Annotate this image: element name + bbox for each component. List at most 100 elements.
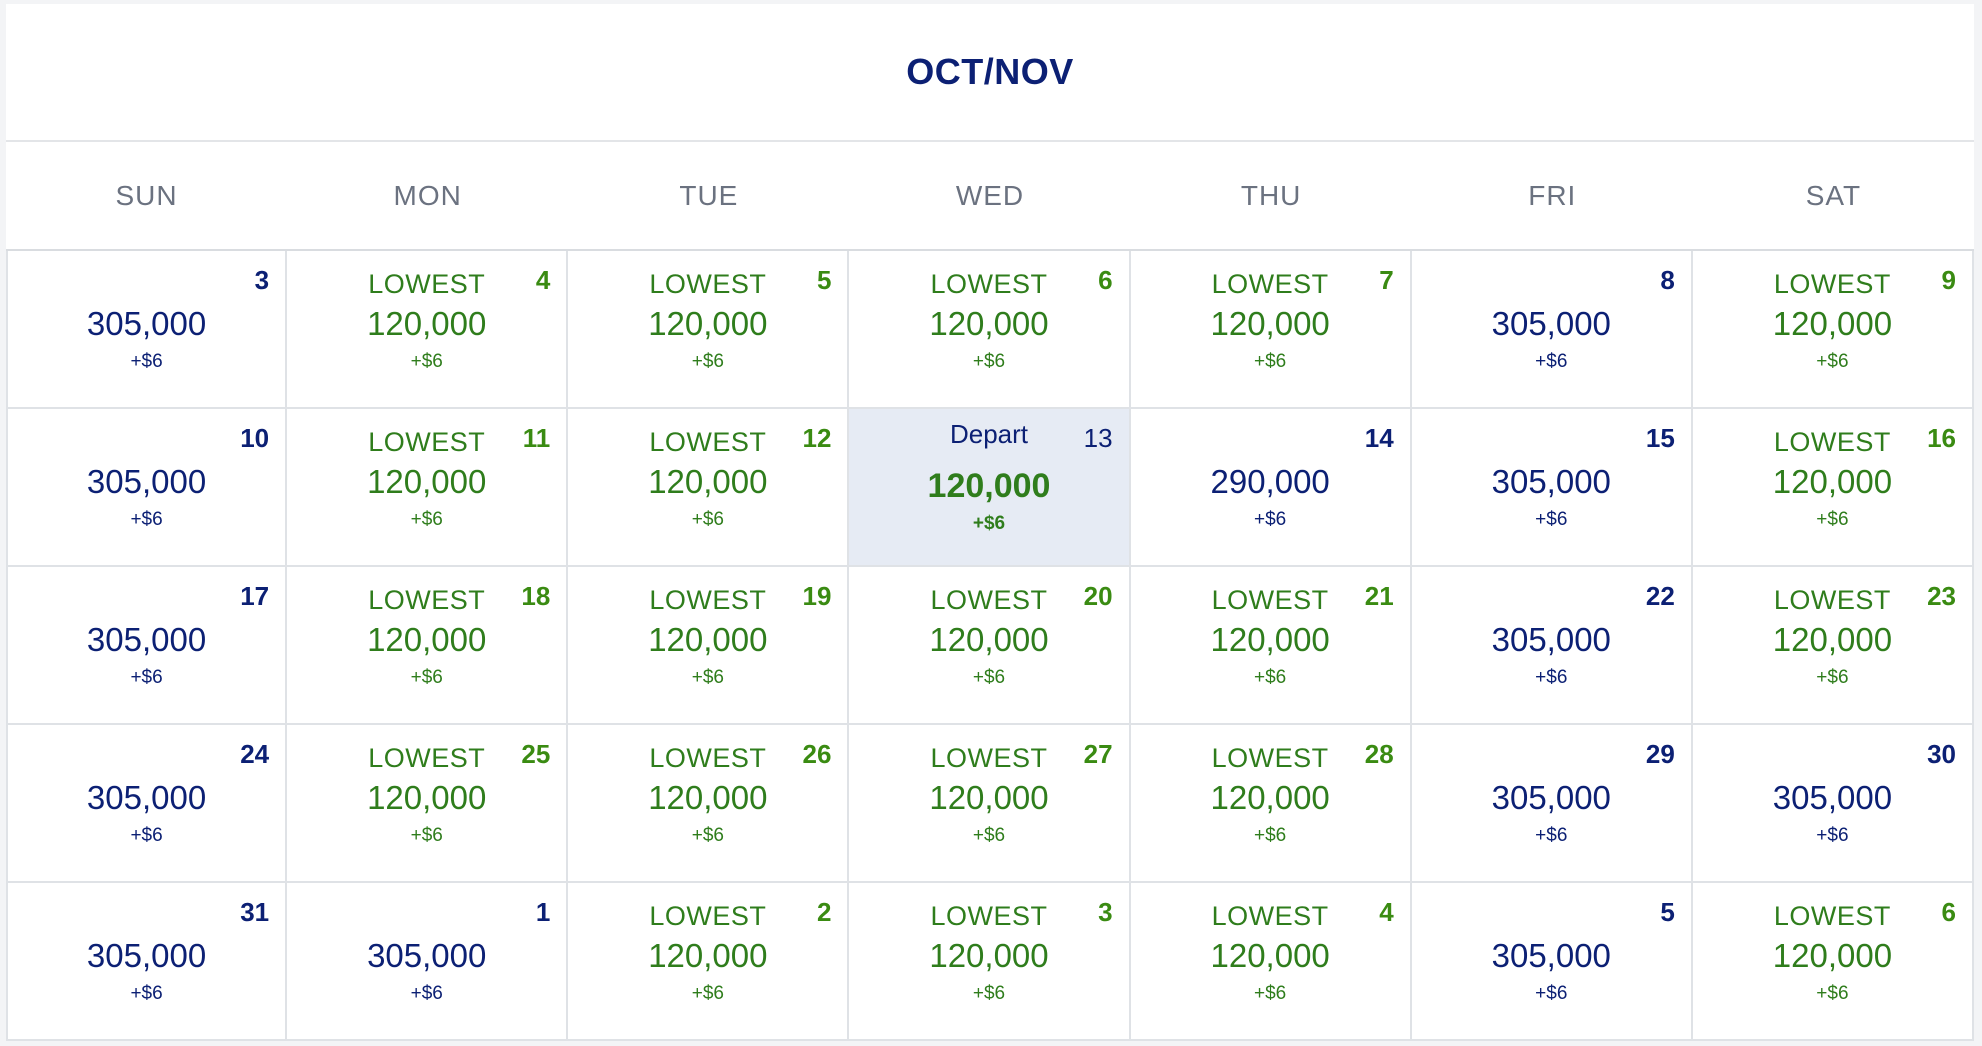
fare-fee: +$6 <box>1535 667 1568 688</box>
weekday-sun: SUN <box>115 179 178 211</box>
day-cell[interactable]: 22 305,000 +$6 <box>1411 567 1693 725</box>
day-cell[interactable]: 15 305,000 +$6 <box>1411 409 1693 567</box>
lowest-badge: LOWEST <box>368 269 486 299</box>
fare-points: 290,000 <box>1210 463 1330 500</box>
day-cell[interactable]: 30 305,000 +$6 <box>1692 725 1974 883</box>
fare-fee: +$6 <box>1254 983 1287 1004</box>
day-cell[interactable]: 5 305,000 +$6 <box>1411 883 1693 1041</box>
lowest-badge: LOWEST <box>1773 585 1891 615</box>
day-cell[interactable]: LOWEST 7 120,000 +$6 <box>1130 251 1412 409</box>
fare-fee: +$6 <box>130 351 163 372</box>
fare-points: 120,000 <box>648 779 768 816</box>
fare-points: 120,000 <box>1772 463 1893 500</box>
fare-points: 305,000 <box>1491 621 1611 658</box>
day-cell[interactable]: LOWEST 25 120,000 +$6 <box>287 725 569 883</box>
day-cell[interactable]: 3 305,000 +$6 <box>6 251 288 409</box>
fare-points: 120,000 <box>929 779 1049 816</box>
day-number: 6 <box>1098 265 1113 295</box>
fare-points: 120,000 <box>1210 937 1330 974</box>
fare-fee: +$6 <box>130 509 163 530</box>
weekday-fri: FRI <box>1528 179 1577 211</box>
day-cell[interactable]: LOWEST 21 120,000 +$6 <box>1130 567 1412 725</box>
fare-fee: +$6 <box>691 351 724 372</box>
day-cell[interactable]: LOWEST 28 120,000 +$6 <box>1130 725 1412 883</box>
day-number: 4 <box>535 265 551 295</box>
day-number: 17 <box>240 581 270 611</box>
day-number: 22 <box>1645 581 1675 611</box>
day-cell[interactable]: LOWEST 6 120,000 +$6 <box>849 251 1131 409</box>
lowest-badge: LOWEST <box>1211 901 1329 931</box>
fare-fee: +$6 <box>130 983 163 1004</box>
day-cell[interactable]: LOWEST 16 120,000 +$6 <box>1692 409 1974 567</box>
month-title: OCT/NOV <box>906 51 1074 92</box>
day-cell[interactable]: 24 305,000 +$6 <box>6 725 288 883</box>
day-number: 15 <box>1645 423 1675 453</box>
day-cell[interactable]: LOWEST 2 120,000 +$6 <box>568 883 850 1041</box>
day-cell[interactable]: LOWEST 18 120,000 +$6 <box>287 567 569 725</box>
day-cell[interactable]: LOWEST 4 120,000 +$6 <box>287 251 569 409</box>
day-cell-selected[interactable]: Depart 13 120,000 +$6 <box>849 409 1131 567</box>
day-number: 4 <box>1379 897 1394 927</box>
fare-fee: +$6 <box>410 825 443 846</box>
fare-points: 120,000 <box>1772 937 1893 974</box>
weekday-row: SUN MON TUE WED THU FRI SAT <box>6 142 1974 251</box>
fare-fee: +$6 <box>972 825 1006 846</box>
fare-points: 120,000 <box>1772 305 1893 342</box>
fare-fee: +$6 <box>1254 825 1287 846</box>
day-cell[interactable]: LOWEST 26 120,000 +$6 <box>568 725 850 883</box>
day-cell[interactable]: LOWEST 6 120,000 +$6 <box>1692 883 1974 1041</box>
day-cell[interactable]: 8 305,000 +$6 <box>1411 251 1693 409</box>
fare-fee: +$6 <box>1535 825 1568 846</box>
day-cell[interactable]: LOWEST 12 120,000 +$6 <box>568 409 850 567</box>
fare-fee: +$6 <box>1816 667 1849 688</box>
fare-points: 305,000 <box>86 779 207 816</box>
day-number: 1 <box>535 897 551 927</box>
fare-points: 305,000 <box>1491 779 1611 816</box>
day-cell[interactable]: 17 305,000 +$6 <box>6 567 288 725</box>
day-cell[interactable]: 29 305,000 +$6 <box>1411 725 1693 883</box>
fare-fee: +$6 <box>691 825 724 846</box>
day-cell[interactable]: 10 305,000 +$6 <box>6 409 288 567</box>
fare-points: 120,000 <box>929 937 1049 974</box>
calendar-header: OCT/NOV <box>6 4 1974 142</box>
day-cell[interactable]: 31 305,000 +$6 <box>6 883 288 1041</box>
day-number: 21 <box>1364 581 1394 611</box>
day-number: 10 <box>240 423 270 453</box>
fare-fee: +$6 <box>410 509 443 530</box>
fare-points: 305,000 <box>86 621 207 658</box>
lowest-badge: LOWEST <box>1773 901 1891 931</box>
day-cell[interactable]: LOWEST 27 120,000 +$6 <box>849 725 1131 883</box>
lowest-badge: LOWEST <box>1211 269 1329 299</box>
fare-fee: +$6 <box>410 983 443 1004</box>
day-cell[interactable]: 14 290,000 +$6 <box>1130 409 1412 567</box>
day-cell[interactable]: 1 305,000 +$6 <box>287 883 569 1041</box>
fare-points: 120,000 <box>648 463 768 500</box>
weekday-sat: SAT <box>1805 179 1862 211</box>
fare-fee: +$6 <box>691 667 724 688</box>
lowest-badge: LOWEST <box>649 269 767 299</box>
fare-points: 120,000 <box>1772 621 1893 658</box>
fare-points: 120,000 <box>1210 621 1330 658</box>
fare-fee: +$6 <box>1816 825 1849 846</box>
fare-fee: +$6 <box>972 667 1006 688</box>
day-number: 23 <box>1927 581 1956 611</box>
fare-points: 305,000 <box>1491 463 1611 500</box>
day-cell[interactable]: LOWEST 3 120,000 +$6 <box>849 883 1131 1041</box>
fare-fee: +$6 <box>1535 509 1568 530</box>
day-cell[interactable]: LOWEST 23 120,000 +$6 <box>1692 567 1974 725</box>
day-cell[interactable]: LOWEST 9 120,000 +$6 <box>1692 251 1974 409</box>
day-cell[interactable]: LOWEST 5 120,000 +$6 <box>568 251 850 409</box>
fare-points: 120,000 <box>367 621 487 658</box>
day-cell[interactable]: LOWEST 20 120,000 +$6 <box>849 567 1131 725</box>
lowest-badge: LOWEST <box>930 743 1048 773</box>
day-cell[interactable]: LOWEST 4 120,000 +$6 <box>1130 883 1412 1041</box>
fare-fee: +$6 <box>410 351 443 372</box>
day-number: 9 <box>1941 265 1956 295</box>
fare-points: 305,000 <box>367 937 487 974</box>
day-cell[interactable]: LOWEST 11 120,000 +$6 <box>287 409 569 567</box>
lowest-badge: LOWEST <box>930 585 1048 615</box>
fare-points: 305,000 <box>86 937 207 974</box>
day-number: 2 <box>816 897 832 927</box>
day-number: 29 <box>1645 739 1675 769</box>
day-cell[interactable]: LOWEST 19 120,000 +$6 <box>568 567 850 725</box>
